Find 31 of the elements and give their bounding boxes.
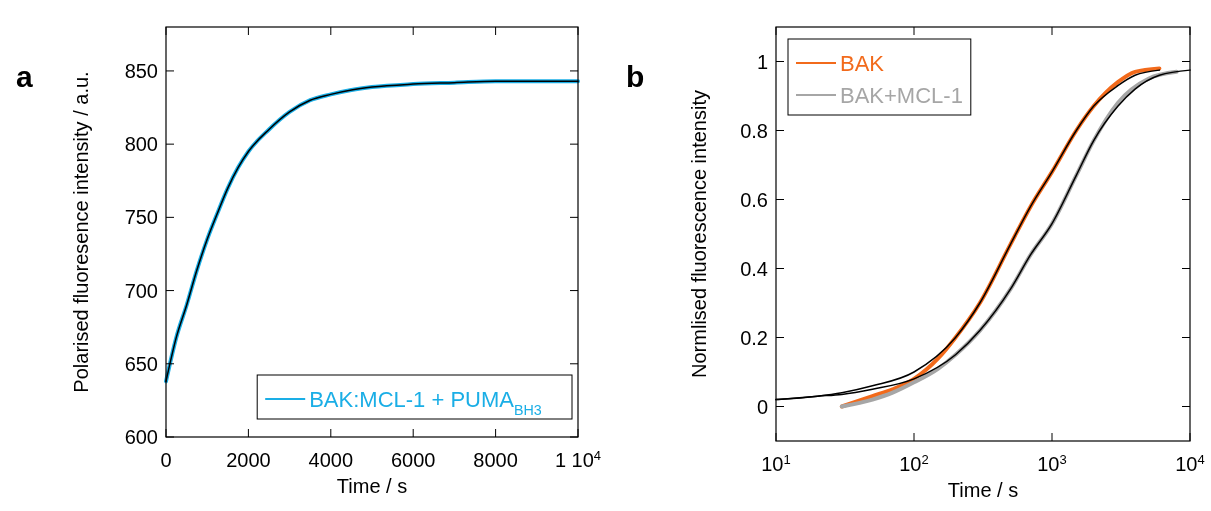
y-tick-label: 0.4 [740,257,768,280]
y-tick-label: 0.2 [740,326,768,349]
y-axis-title: Normlised fluorescence intensity [688,90,710,378]
y-tick-label: 1 [756,50,768,73]
y-tick-label: 750 [124,206,158,229]
legend-label: BAK [840,50,885,76]
y-axis-title: Polarised fluoresence intensity / a.u. [70,71,92,393]
y-tick-label: 0.6 [740,188,768,211]
x-tick-label: 8000 [473,449,518,471]
x-tick-label: 10$^{1}$ [761,451,791,475]
y-tick-label: 0 [756,395,768,418]
text: b [626,60,645,93]
x-tick-label: 10$^{3}$ [1037,451,1067,475]
y-tick-label: 650 [124,352,158,375]
legend-label: BAK+MCL-1 [840,82,963,108]
x-axis-title: Time / s [947,479,1019,501]
x-tick-label: 10$^{4}$ [1175,451,1205,475]
y-tick-label: 600 [124,426,158,448]
x-tick-label: 4000 [308,449,354,471]
x-tick-label: 1 10$^{4}$ [554,447,602,471]
x-tick-label: 6000 [390,449,436,471]
y-tick-label: 800 [124,133,158,156]
x-axis-title: Time / s [336,475,408,497]
x-tick-label: 0 [160,449,172,471]
y-tick-label: 0.8 [740,119,768,142]
y-tick-label: 700 [124,279,158,302]
x-tick-label: 10$^{2}$ [899,451,929,475]
legend-label: BAK:MCL-1 + PUMA$_{BH3}$ [309,386,542,418]
text: a [16,60,33,93]
y-tick-label: 850 [124,59,158,82]
x-tick-label: 2000 [226,449,271,471]
